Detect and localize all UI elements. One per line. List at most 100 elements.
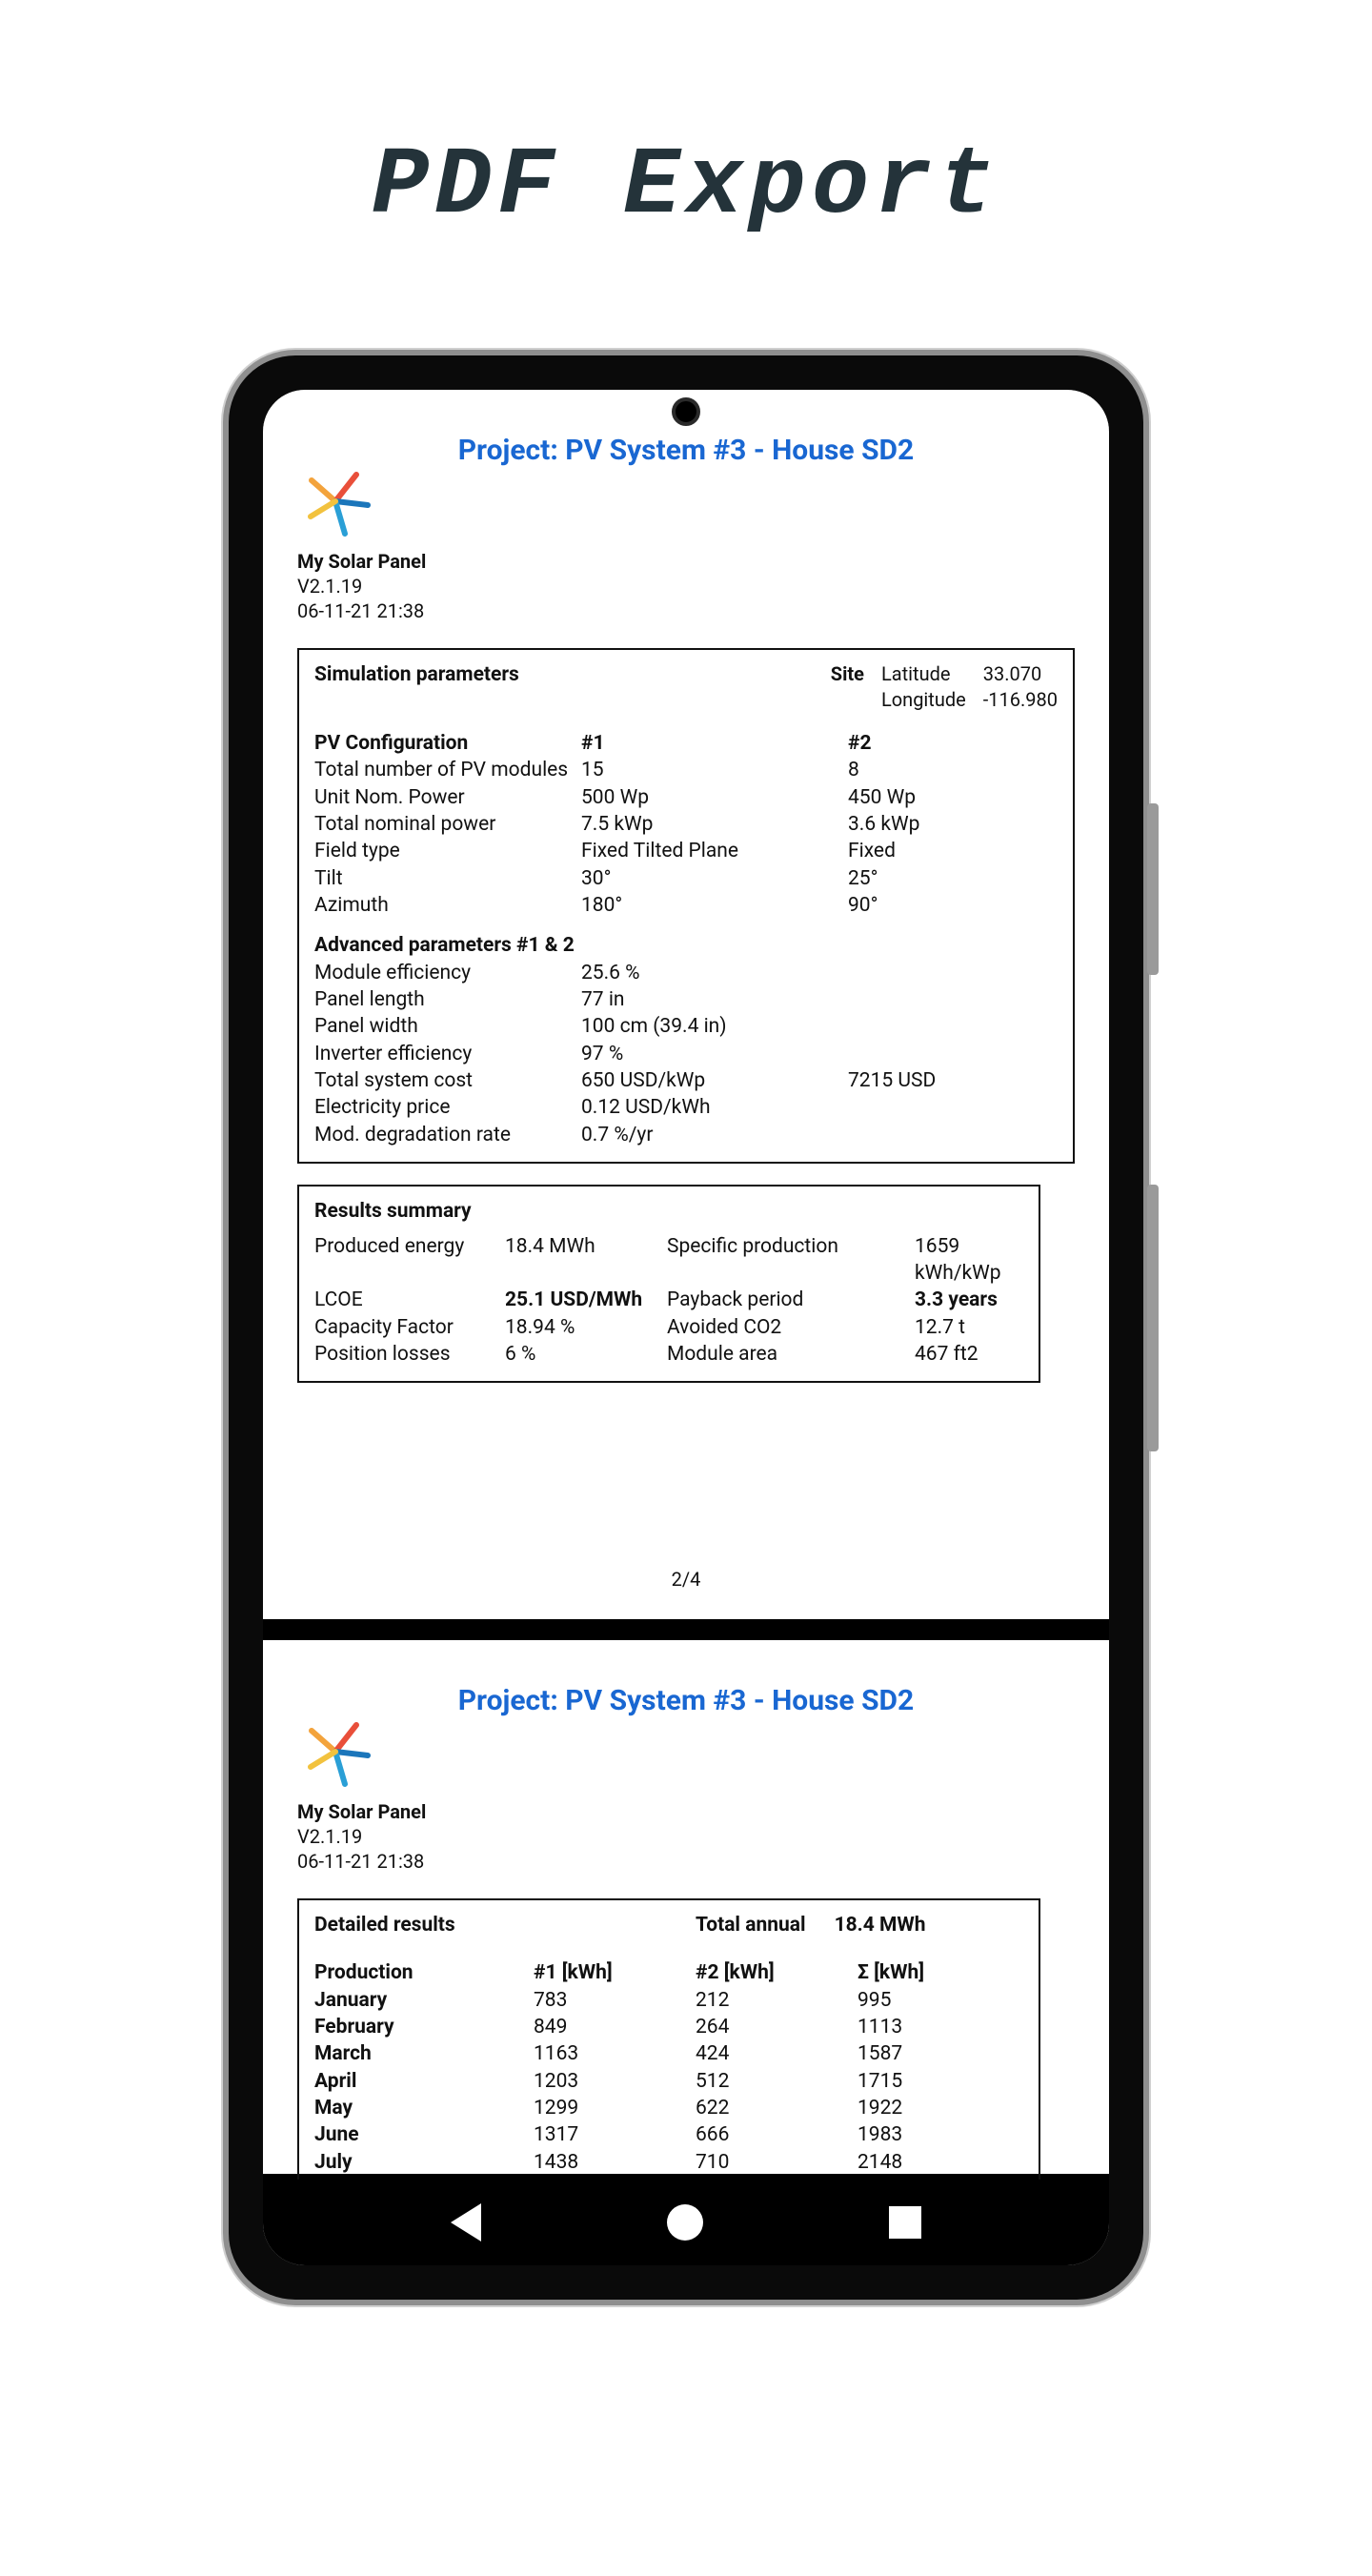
cfg-row-value: 450 Wp	[848, 784, 1058, 811]
adv-row-label: Total system cost	[314, 1067, 581, 1094]
cfg-row-value: 8	[848, 757, 1058, 783]
month-sum: 995	[858, 1987, 1023, 2014]
sum-col-header: Σ [kWh]	[858, 1959, 1023, 1986]
adv-row-value	[848, 1013, 1058, 1040]
month-value: 1299	[534, 2095, 696, 2121]
cfg-row-value: 30°	[581, 865, 848, 892]
home-icon[interactable]	[667, 2204, 703, 2241]
month-value: 710	[696, 2149, 858, 2176]
total-annual-label: Total annual	[696, 1912, 806, 1938]
recent-apps-icon[interactable]	[889, 2206, 921, 2239]
result-value: 18.4 MWh	[505, 1233, 667, 1288]
panel-header: Simulation parameters	[314, 661, 519, 688]
phone-side-button	[1147, 803, 1159, 975]
col1-header: #1 [kWh]	[534, 1959, 696, 1986]
phone-frame: Project: PV System #3 - House SD2 My Sol…	[229, 355, 1143, 2300]
site-block: Site Latitude Longitude 33.070 -116.980	[831, 661, 1058, 713]
app-name: My Solar Panel	[297, 549, 1075, 574]
adv-row-label: Module efficiency	[314, 960, 581, 986]
month-sum: 1113	[858, 2014, 1023, 2040]
adv-row-label: Panel length	[314, 986, 581, 1013]
month-sum: 1922	[858, 2095, 1023, 2121]
android-nav-bar	[263, 2180, 1109, 2265]
total-annual-value: 18.4 MWh	[835, 1912, 926, 1938]
cfg-row-label: Field type	[314, 838, 581, 864]
result-label: Produced energy	[314, 1233, 505, 1288]
month-label: June	[314, 2121, 534, 2148]
month-sum: 1587	[858, 2040, 1023, 2067]
page-heading: PDF Export	[0, 133, 1372, 241]
longitude-value: -116.980	[983, 687, 1058, 713]
page-gap	[263, 1619, 1109, 1640]
result-value: 6 %	[505, 1341, 667, 1368]
production-col-header: Production	[314, 1959, 534, 1986]
adv-row-value: 0.12 USD/kWh	[581, 1094, 848, 1121]
result-label: Specific production	[667, 1233, 915, 1288]
result-label: LCOE	[314, 1287, 505, 1313]
page-number: 2/4	[263, 1568, 1109, 1591]
result-label: Payback period	[667, 1287, 915, 1313]
month-value: 666	[696, 2121, 858, 2148]
results-grid: Produced energy18.4 MWhSpecific producti…	[314, 1233, 1023, 1369]
month-label: July	[314, 2149, 534, 2176]
month-label: May	[314, 2095, 534, 2121]
pdf-viewport[interactable]: Project: PV System #3 - House SD2 My Sol…	[263, 390, 1109, 2180]
adv-row-value: 100 cm (39.4 in)	[581, 1013, 848, 1040]
month-value: 1317	[534, 2121, 696, 2148]
app-logo-icon	[297, 1714, 373, 1790]
advanced-parameters-grid: Advanced parameters #1 & 2 Module effici…	[314, 932, 1058, 1148]
cfg-row-value: 25°	[848, 865, 1058, 892]
detailed-results-panel: Detailed results Total annual 18.4 MWh P…	[297, 1898, 1040, 2180]
app-meta: My Solar Panel V2.1.19 06-11-21 21:38	[297, 1799, 1075, 1874]
cfg-row-label: Total number of PV modules	[314, 757, 581, 783]
adv-row-label: Inverter efficiency	[314, 1041, 581, 1067]
adv-row-value: 25.6 %	[581, 960, 848, 986]
cfg-row-label: Tilt	[314, 865, 581, 892]
month-label: February	[314, 2014, 534, 2040]
config-col2: #2	[848, 730, 1058, 757]
cfg-row-value: 3.6 kWp	[848, 811, 1058, 838]
longitude-label: Longitude	[881, 687, 966, 713]
result-value: 3.3 years	[915, 1287, 1023, 1313]
app-timestamp: 06-11-21 21:38	[297, 598, 1075, 623]
project-title: Project: PV System #3 - House SD2	[297, 1684, 1075, 1717]
month-sum: 2148	[858, 2149, 1023, 2176]
cfg-row-value: Fixed	[848, 838, 1058, 864]
latitude-value: 33.070	[983, 661, 1058, 687]
month-value: 1438	[534, 2149, 696, 2176]
app-timestamp: 06-11-21 21:38	[297, 1849, 1075, 1874]
adv-row-label: Mod. degradation rate	[314, 1122, 581, 1148]
site-label: Site	[831, 661, 864, 713]
month-value: 622	[696, 2095, 858, 2121]
adv-row-value: 0.7 %/yr	[581, 1122, 848, 1148]
result-value: 1659 kWh/kWp	[915, 1233, 1023, 1288]
project-title: Project: PV System #3 - House SD2	[297, 434, 1075, 467]
month-sum: 1715	[858, 2068, 1023, 2095]
adv-row-value	[848, 986, 1058, 1013]
app-name: My Solar Panel	[297, 1799, 1075, 1824]
cfg-row-value: Fixed Tilted Plane	[581, 838, 848, 864]
adv-row-value: 650 USD/kWp	[581, 1067, 848, 1094]
advanced-header: Advanced parameters #1 & 2	[314, 932, 1058, 959]
pv-configuration-grid: PV Configuration #1 #2 Total number of P…	[314, 730, 1058, 919]
result-label: Position losses	[314, 1341, 505, 1368]
cfg-row-value: 90°	[848, 892, 1058, 919]
month-sum: 1983	[858, 2121, 1023, 2148]
result-value: 25.1 USD/MWh	[505, 1287, 667, 1313]
result-value: 467 ft2	[915, 1341, 1023, 1368]
adv-row-value	[848, 1041, 1058, 1067]
pdf-page: Project: PV System #3 - House SD2 My Sol…	[263, 1640, 1109, 2174]
latitude-label: Latitude	[881, 661, 966, 687]
config-col1: #1	[581, 730, 848, 757]
month-label: March	[314, 2040, 534, 2067]
config-header: PV Configuration	[314, 730, 581, 757]
app-meta: My Solar Panel V2.1.19 06-11-21 21:38	[297, 549, 1075, 623]
result-label: Module area	[667, 1341, 915, 1368]
detailed-results-grid: Production #1 [kWh] #2 [kWh] Σ [kWh] Jan…	[314, 1959, 1023, 2180]
back-icon[interactable]	[451, 2203, 481, 2241]
month-value: 264	[696, 2014, 858, 2040]
month-value: 512	[696, 2068, 858, 2095]
cfg-row-value: 7.5 kWp	[581, 811, 848, 838]
cfg-row-label: Total nominal power	[314, 811, 581, 838]
app-version: V2.1.19	[297, 1824, 1075, 1849]
